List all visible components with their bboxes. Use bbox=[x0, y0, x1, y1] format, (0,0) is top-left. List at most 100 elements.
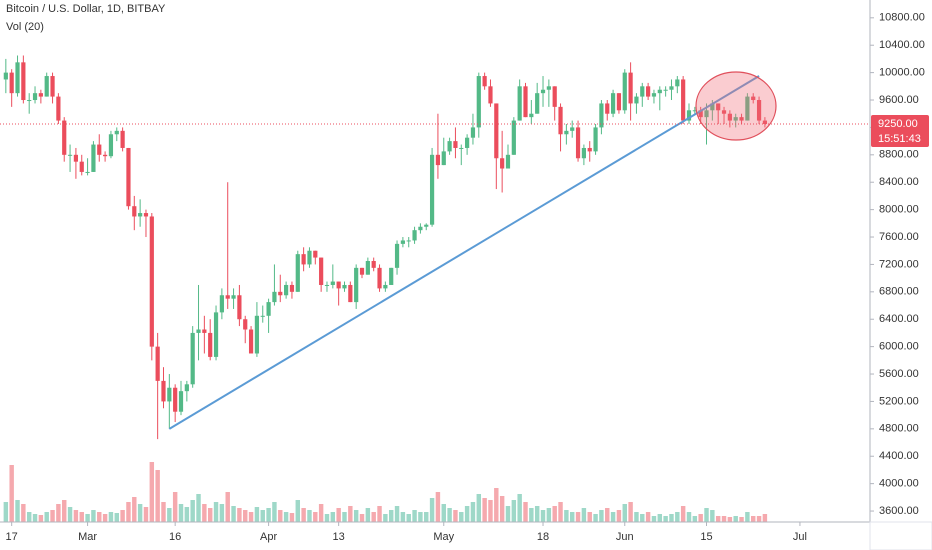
y-tick-label: 8000.00 bbox=[879, 204, 919, 216]
candle-body bbox=[570, 127, 575, 131]
corner-box bbox=[869, 521, 932, 550]
volume-bar bbox=[231, 506, 236, 522]
candle-body bbox=[429, 154, 435, 225]
candle-body bbox=[120, 130, 125, 148]
x-tick-label: 15 bbox=[700, 531, 712, 543]
candle-body bbox=[62, 120, 67, 155]
volume-bar bbox=[371, 512, 376, 522]
candle-body bbox=[540, 89, 546, 94]
volume-bar bbox=[21, 504, 26, 522]
volume-bar bbox=[593, 514, 598, 522]
candle-body bbox=[330, 281, 335, 285]
candle-body bbox=[663, 89, 668, 91]
volume-bar bbox=[3, 502, 9, 522]
y-tick-label: 4400.00 bbox=[879, 450, 919, 462]
volume-bar bbox=[424, 512, 429, 522]
highlight-circle bbox=[695, 71, 777, 141]
candle-body bbox=[721, 110, 727, 114]
volume-bar bbox=[278, 510, 283, 522]
volume-bar bbox=[429, 498, 435, 522]
y-tick-label: 7600.00 bbox=[879, 231, 919, 243]
candle-body bbox=[453, 141, 458, 148]
volume-bar bbox=[248, 512, 254, 522]
volume-bar bbox=[494, 488, 499, 522]
candle-body bbox=[494, 103, 499, 159]
candle-body bbox=[616, 93, 622, 111]
candle-body bbox=[91, 144, 96, 172]
volume-bar bbox=[149, 462, 155, 522]
volume-bar bbox=[640, 514, 645, 522]
volume-bar bbox=[447, 508, 452, 522]
candle-body bbox=[254, 315, 260, 354]
candle-body bbox=[669, 86, 674, 90]
candle-body bbox=[231, 295, 236, 299]
candle-body bbox=[32, 93, 38, 101]
volume-bar bbox=[680, 506, 686, 522]
candle-body bbox=[681, 79, 686, 121]
volume-bar bbox=[108, 512, 114, 522]
candle-body bbox=[529, 113, 534, 118]
volume-bar bbox=[207, 508, 213, 522]
volume-bar bbox=[675, 512, 680, 522]
price-axis-panel bbox=[870, 0, 932, 550]
volume-bar bbox=[67, 507, 73, 522]
volume-bar bbox=[394, 506, 400, 522]
candle-body bbox=[646, 86, 651, 97]
last-price-box bbox=[871, 114, 929, 147]
volume-bar bbox=[266, 508, 271, 522]
volume-bar bbox=[470, 502, 476, 522]
y-tick-label: 5600.00 bbox=[879, 368, 919, 380]
candle-body bbox=[704, 110, 709, 118]
volume-bar bbox=[295, 500, 301, 522]
volume-bar bbox=[412, 510, 417, 522]
candle-body bbox=[546, 86, 551, 90]
candle-body bbox=[336, 281, 341, 289]
candle-body bbox=[289, 284, 295, 292]
candle-body bbox=[523, 86, 528, 118]
volume-bar bbox=[762, 514, 768, 522]
countdown-label: 15:51:43 bbox=[878, 133, 921, 145]
volume-bar bbox=[552, 506, 557, 522]
candle-body bbox=[447, 141, 452, 152]
candle-body bbox=[716, 103, 721, 111]
volume-bar bbox=[575, 512, 581, 522]
candle-body bbox=[196, 329, 201, 333]
volume-bar bbox=[558, 502, 563, 522]
volume-bar bbox=[581, 508, 587, 522]
volume-bar bbox=[237, 508, 242, 522]
volume-bar bbox=[102, 514, 108, 522]
volume-bar bbox=[318, 504, 324, 522]
candle-body bbox=[67, 154, 73, 156]
volume-bar bbox=[476, 494, 482, 522]
candle-body bbox=[266, 302, 271, 316]
candle-body bbox=[505, 154, 511, 169]
x-tick-label: 13 bbox=[333, 531, 345, 543]
candle-body bbox=[465, 137, 470, 148]
candle-body bbox=[558, 106, 563, 135]
candle-body bbox=[686, 110, 692, 121]
candle-body bbox=[319, 257, 324, 285]
volume-bar bbox=[710, 510, 715, 522]
chart-title: Bitcoin / U.S. Dollar, 1D, BITBAY bbox=[6, 3, 166, 15]
x-tick-label: May bbox=[433, 531, 454, 543]
y-tick-label: 5200.00 bbox=[879, 395, 919, 407]
candle-body bbox=[564, 130, 569, 135]
y-tick-label: 6000.00 bbox=[879, 341, 919, 353]
volume-bar bbox=[721, 516, 727, 522]
volume-bar bbox=[459, 512, 464, 522]
volume-bar bbox=[715, 516, 721, 522]
volume-bar bbox=[324, 514, 330, 522]
volume-bar bbox=[599, 510, 604, 522]
volume-bar bbox=[453, 510, 458, 522]
volume-bar bbox=[336, 508, 341, 522]
volume-bar bbox=[254, 507, 260, 522]
y-tick-label: 8800.00 bbox=[879, 149, 919, 161]
candle-body bbox=[727, 113, 732, 121]
volume-bar bbox=[307, 510, 312, 522]
volume-bar bbox=[569, 512, 575, 522]
y-tick-label: 10800.00 bbox=[879, 12, 925, 24]
candle-body bbox=[173, 387, 178, 412]
candle-body bbox=[102, 154, 108, 157]
y-tick-label: 4800.00 bbox=[879, 423, 919, 435]
